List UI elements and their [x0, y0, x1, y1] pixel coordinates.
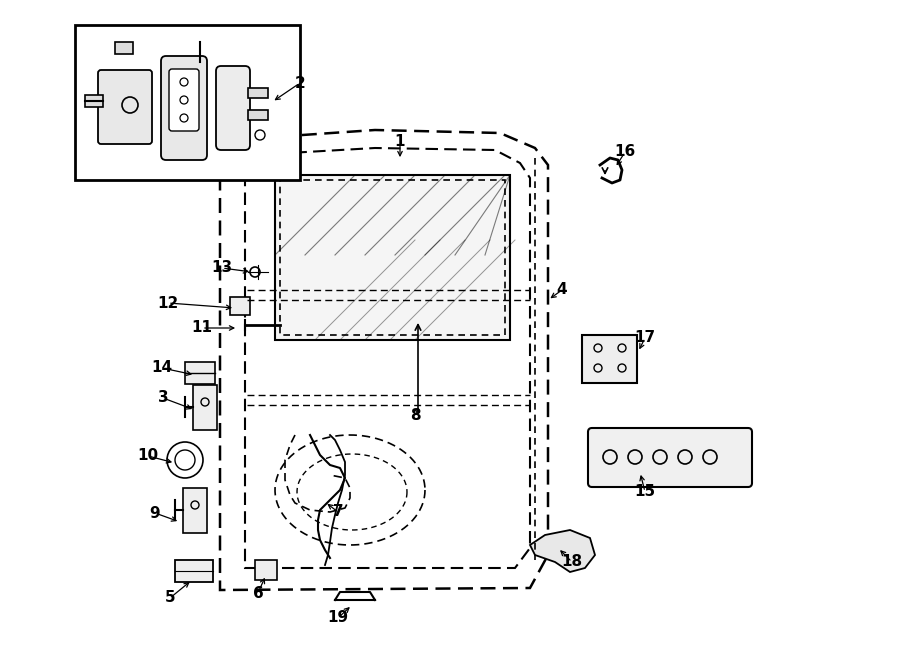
FancyBboxPatch shape: [161, 56, 207, 160]
Bar: [255, 560, 277, 580]
Bar: [230, 297, 250, 315]
Text: 18: 18: [562, 555, 582, 570]
Bar: [275, 175, 510, 340]
Text: 13: 13: [212, 260, 232, 276]
Text: 5: 5: [165, 590, 176, 605]
Bar: [115, 42, 133, 54]
FancyBboxPatch shape: [169, 69, 199, 131]
Bar: [85, 95, 103, 107]
FancyBboxPatch shape: [588, 428, 752, 487]
Text: 7: 7: [333, 504, 343, 520]
Bar: [185, 362, 215, 384]
Text: 16: 16: [615, 145, 635, 159]
Text: 9: 9: [149, 506, 160, 520]
Bar: [582, 335, 637, 383]
Text: 1: 1: [395, 134, 405, 149]
Bar: [280, 180, 505, 335]
Text: 4: 4: [557, 282, 567, 297]
Text: 10: 10: [138, 449, 158, 463]
Bar: [183, 488, 207, 533]
Text: 6: 6: [253, 586, 264, 600]
Text: 8: 8: [410, 407, 420, 422]
Text: 3: 3: [158, 391, 168, 405]
Text: 14: 14: [151, 360, 173, 375]
Text: 12: 12: [158, 295, 178, 311]
Text: 19: 19: [328, 611, 348, 625]
FancyBboxPatch shape: [216, 66, 250, 150]
Bar: [248, 88, 268, 98]
Bar: [175, 560, 213, 582]
Text: 17: 17: [634, 330, 655, 346]
Text: 11: 11: [192, 321, 212, 336]
Bar: [75, 25, 300, 180]
Text: 2: 2: [294, 75, 305, 91]
Bar: [193, 385, 217, 430]
FancyBboxPatch shape: [98, 70, 152, 144]
Text: 15: 15: [634, 485, 655, 500]
Polygon shape: [530, 530, 595, 572]
Bar: [248, 110, 268, 120]
